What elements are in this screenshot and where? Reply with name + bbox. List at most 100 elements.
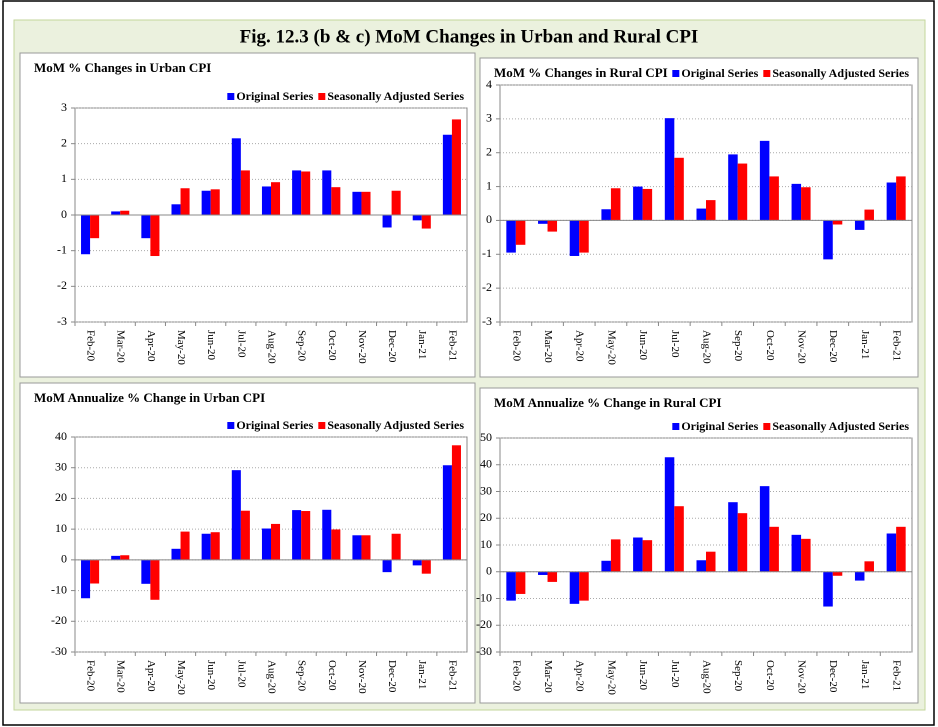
bar: [896, 526, 906, 572]
x-tick-label: Feb-20: [85, 330, 97, 362]
y-tick-label: 0: [61, 207, 67, 221]
bar: [150, 559, 160, 600]
y-tick-label: 30: [55, 459, 67, 473]
x-tick-label: Apr-20: [145, 660, 157, 692]
bar: [322, 170, 332, 215]
y-tick-label: -2: [57, 278, 67, 292]
bar: [759, 140, 770, 221]
bar: [832, 220, 843, 225]
bar: [601, 209, 611, 221]
bar: [352, 191, 362, 215]
y-tick-label: -1: [57, 242, 67, 256]
bar: [832, 571, 843, 576]
chart-title: MoM % Changes in Rural CPI: [494, 65, 668, 80]
legend-swatch: [318, 93, 326, 100]
bar: [180, 188, 190, 215]
bar: [886, 533, 897, 572]
bar: [361, 535, 371, 560]
y-tick-label: -1: [482, 246, 492, 260]
bar: [171, 548, 181, 560]
bar: [361, 191, 371, 215]
x-tick-label: Apr-20: [574, 660, 586, 692]
bar: [696, 208, 706, 221]
y-tick-label: 50: [480, 430, 492, 444]
bar: [382, 559, 392, 573]
legend-label: Seasonally Adjusted Series: [327, 89, 464, 103]
x-tick-label: Aug-20: [700, 660, 712, 694]
bar: [421, 559, 431, 574]
x-tick-label: Feb-21: [891, 660, 903, 691]
bar: [451, 445, 461, 560]
y-tick-label: -3: [57, 314, 67, 328]
bar: [854, 571, 865, 581]
y-tick-label: 4: [486, 77, 492, 91]
bar: [382, 215, 392, 228]
x-tick-label: Nov-20: [356, 660, 368, 694]
x-tick-label: May-20: [175, 330, 187, 365]
bar: [886, 182, 897, 221]
legend-label: Original Series: [681, 66, 758, 80]
bar: [547, 220, 558, 232]
x-tick-label: Nov-20: [796, 330, 808, 364]
x-tick-label: Mar-20: [115, 660, 127, 693]
bar: [791, 534, 802, 572]
x-tick-label: May-20: [605, 330, 617, 365]
bar: [601, 560, 611, 572]
bar: [201, 190, 211, 215]
legend-label: Original Series: [236, 89, 313, 103]
bar: [442, 134, 452, 215]
bar: [120, 210, 130, 215]
bar: [180, 531, 190, 560]
bar: [231, 138, 241, 215]
y-tick-label: 2: [486, 144, 492, 158]
legend-swatch: [763, 423, 771, 430]
y-tick-label: -30: [51, 644, 67, 658]
plot-area: [499, 437, 913, 653]
x-tick-label: Mar-20: [542, 330, 554, 363]
bar: [171, 204, 181, 215]
bar: [442, 465, 452, 560]
bar: [292, 170, 302, 215]
bar: [674, 506, 684, 572]
legend-label: Original Series: [681, 419, 758, 433]
y-tick-label: -30: [476, 644, 492, 658]
chart-title: MoM Annualize % Change in Urban CPI: [34, 390, 265, 405]
bar: [352, 535, 362, 560]
bar: [569, 571, 580, 604]
y-tick-label: 10: [55, 521, 67, 535]
bar: [331, 187, 341, 215]
y-tick-label: 10: [480, 537, 492, 551]
bar: [737, 513, 748, 572]
y-tick-label: -10: [51, 582, 67, 596]
bar: [854, 220, 865, 230]
bar: [664, 118, 675, 221]
x-tick-label: Nov-20: [356, 330, 368, 364]
y-tick-label: 20: [55, 490, 67, 504]
legend-label: Original Series: [236, 418, 313, 432]
legend-swatch: [763, 70, 771, 77]
bar: [271, 523, 281, 560]
bar: [90, 559, 100, 584]
bar: [547, 571, 558, 582]
bar: [391, 533, 401, 560]
bar: [569, 220, 580, 256]
bar: [81, 559, 91, 599]
legend-swatch: [227, 93, 235, 100]
y-tick-label: 3: [486, 111, 492, 125]
y-tick-label: 20: [480, 510, 492, 524]
bar: [261, 528, 271, 560]
bar: [642, 540, 653, 572]
bar: [864, 561, 874, 572]
x-tick-label: Jan-21: [416, 330, 428, 359]
legend-label: Seasonally Adjusted Series: [772, 419, 909, 433]
y-tick-label: -10: [476, 590, 492, 604]
x-tick-label: Jun-20: [637, 330, 649, 360]
y-tick-label: 1: [61, 171, 67, 185]
x-tick-label: Aug-20: [265, 660, 277, 694]
y-tick-label: 3: [61, 100, 67, 114]
bar: [706, 551, 716, 572]
x-tick-label: Apr-20: [574, 330, 586, 362]
chart-title: MoM Annualize % Change in Rural CPI: [494, 395, 722, 410]
bar: [506, 571, 516, 601]
bar: [421, 215, 431, 229]
